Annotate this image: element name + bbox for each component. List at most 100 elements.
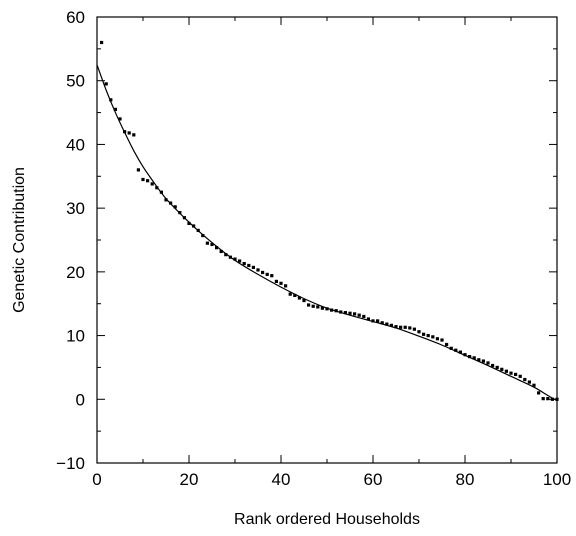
data-point <box>541 397 545 401</box>
data-point <box>210 242 214 247</box>
data-point <box>192 224 196 228</box>
x-tick-label: 60 <box>364 470 383 489</box>
data-point <box>339 310 343 314</box>
data-point <box>514 372 518 377</box>
data-point <box>251 265 255 269</box>
data-point <box>311 304 315 308</box>
data-point <box>504 369 508 373</box>
data-point <box>261 270 265 275</box>
data-point <box>123 130 127 134</box>
data-point <box>550 397 554 401</box>
data-point <box>238 259 242 263</box>
data-point <box>412 327 416 331</box>
data-point <box>274 279 278 284</box>
data-point <box>518 374 522 378</box>
data-point <box>256 268 260 272</box>
data-point <box>288 292 292 296</box>
data-point <box>284 284 288 288</box>
data-point <box>477 358 481 362</box>
data-point <box>468 355 472 359</box>
data-point <box>422 332 426 336</box>
data-point <box>242 261 246 266</box>
data-point <box>454 348 458 352</box>
y-tick-label: −10 <box>56 454 85 473</box>
data-point <box>187 221 191 226</box>
data-point <box>380 321 384 325</box>
data-point <box>100 40 104 45</box>
data-point <box>109 98 113 102</box>
data-point <box>371 319 375 323</box>
data-point <box>113 107 117 111</box>
data-point <box>178 211 182 215</box>
data-point <box>141 177 145 182</box>
data-point <box>146 179 150 183</box>
data-point <box>155 186 159 190</box>
data-point <box>348 311 352 315</box>
data-point <box>486 361 490 365</box>
data-point <box>334 309 338 313</box>
data-point <box>104 82 108 86</box>
data-point <box>440 338 444 342</box>
data-point <box>435 337 439 341</box>
data-point <box>527 380 531 384</box>
data-point <box>205 241 209 245</box>
data-point <box>228 255 232 259</box>
data-point <box>224 253 228 257</box>
data-point <box>219 249 223 254</box>
y-tick-label: 60 <box>66 8 85 27</box>
data-point <box>136 168 140 172</box>
data-point <box>201 233 205 238</box>
y-tick-label: 50 <box>66 72 85 91</box>
tick-labels: 0 20 40 60 80 100 −10 0 10 20 30 40 50 60 <box>56 8 571 489</box>
data-point <box>472 356 476 360</box>
data-point <box>320 306 324 310</box>
data-point <box>279 281 283 285</box>
y-tick-label: 40 <box>66 135 85 154</box>
y-tick-label: 20 <box>66 263 85 282</box>
data-point <box>394 325 398 329</box>
x-axis-title: Rank ordered Households <box>234 511 420 528</box>
data-point <box>196 228 200 233</box>
data-point <box>307 303 311 307</box>
data-point <box>357 313 361 317</box>
data-point <box>431 335 435 339</box>
axis-ticks <box>96 16 558 464</box>
data-point <box>532 383 536 387</box>
data-point <box>330 308 334 312</box>
data-point <box>523 377 527 382</box>
data-point <box>445 342 449 347</box>
data-point <box>247 263 251 268</box>
data-point <box>417 330 421 334</box>
data-point <box>555 397 559 401</box>
data-point <box>537 391 541 395</box>
data-point <box>426 333 430 338</box>
x-tick-label: 0 <box>92 470 101 489</box>
data-point <box>366 317 370 321</box>
data-point <box>509 371 513 375</box>
data-point <box>491 363 495 368</box>
y-axis-title: Genetic Contribution <box>11 167 28 313</box>
data-point <box>449 346 453 350</box>
x-tick-label: 80 <box>456 470 475 489</box>
data-point <box>385 322 389 326</box>
data-point <box>270 274 274 278</box>
plot-area-frame <box>96 16 558 464</box>
data-point <box>376 319 380 323</box>
y-tick-label: 10 <box>66 327 85 346</box>
x-tick-label: 40 <box>272 470 291 489</box>
data-point <box>265 272 269 277</box>
data-point <box>164 198 168 202</box>
data-points <box>100 40 559 401</box>
data-point <box>215 246 219 250</box>
fitted-curve <box>96 64 558 402</box>
data-point <box>293 293 297 298</box>
data-point <box>150 182 154 186</box>
data-point <box>132 133 136 137</box>
data-point <box>233 257 237 261</box>
data-point <box>362 314 366 319</box>
data-point <box>118 117 122 121</box>
data-point <box>173 205 177 209</box>
x-tick-label: 20 <box>180 470 199 489</box>
data-point <box>495 365 499 370</box>
